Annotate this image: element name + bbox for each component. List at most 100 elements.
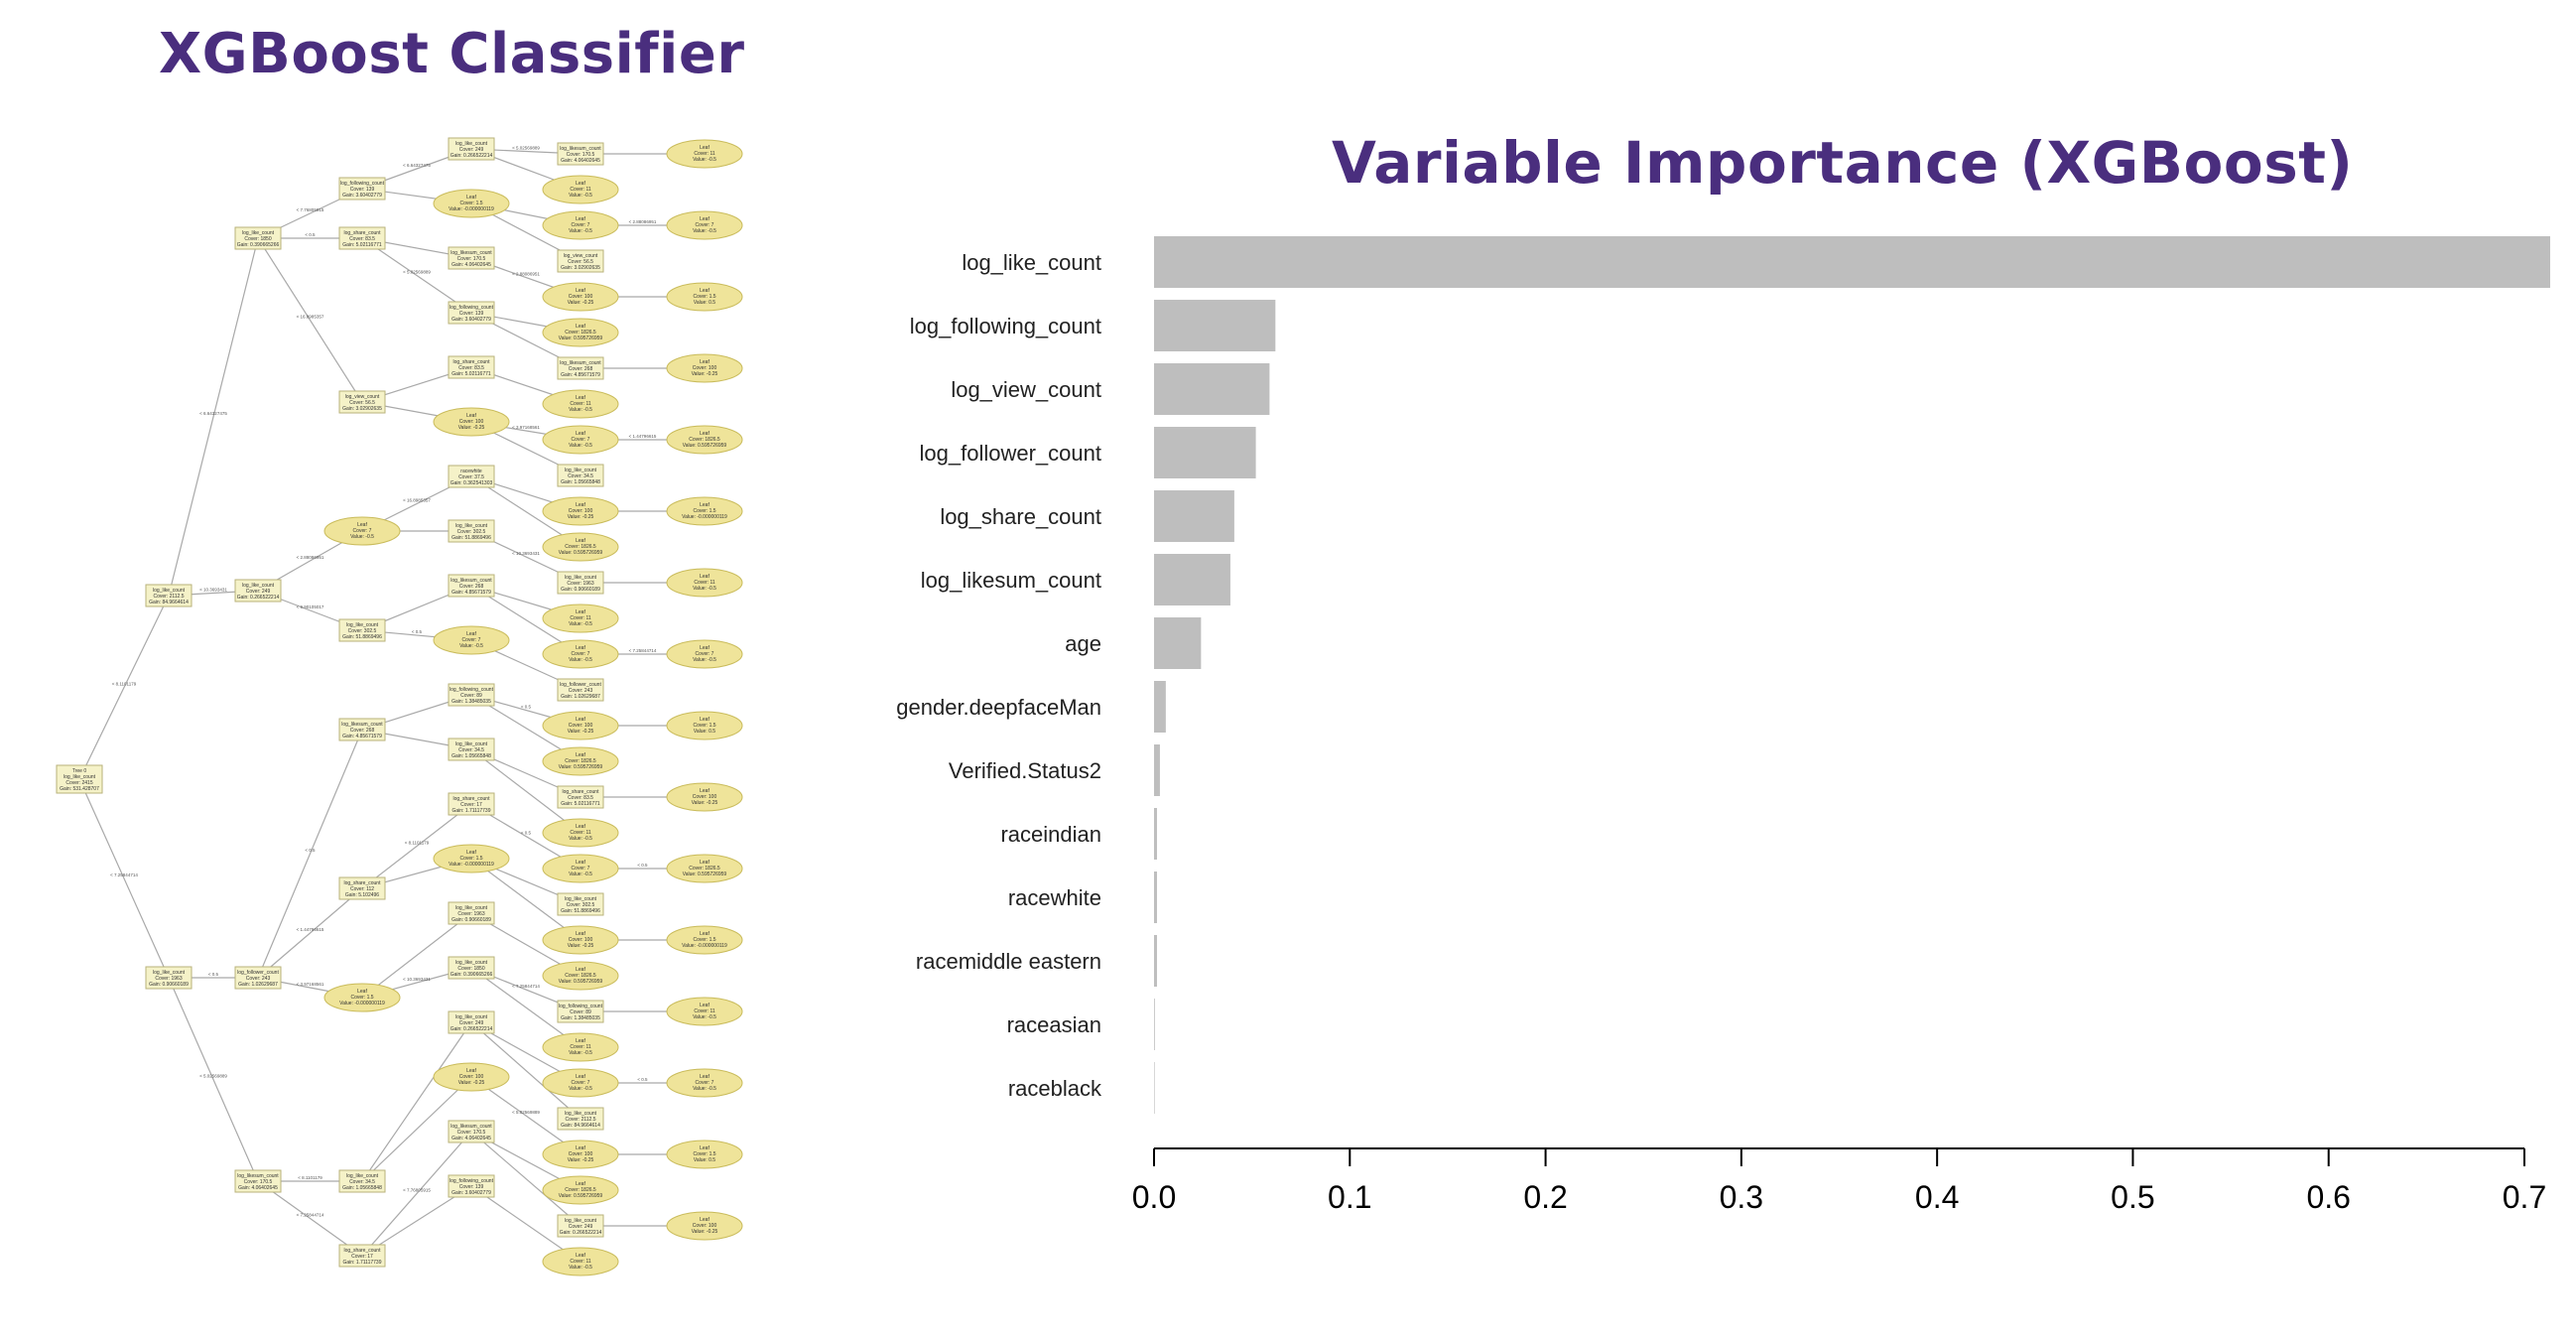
tree-edge bbox=[361, 1185, 472, 1257]
leaf-text: Value: -0.5 bbox=[569, 228, 592, 234]
tree-edge bbox=[257, 729, 363, 979]
leaf-text: Value: -0.5 bbox=[693, 1086, 716, 1092]
leaf-node bbox=[666, 1211, 743, 1241]
edge-label: < 16.8985357 bbox=[403, 498, 431, 503]
node-text: log_like_count bbox=[455, 523, 488, 529]
decision-node bbox=[448, 137, 495, 161]
node-text: Cover: 83.5 bbox=[568, 795, 593, 801]
leaf-text: Value: -0.5 bbox=[569, 657, 592, 663]
bar-label: log_following_count bbox=[910, 314, 1101, 338]
leaf-text: Value: 0.595726959 bbox=[683, 443, 727, 449]
leaf-text: Leaf bbox=[700, 288, 709, 294]
leaf-text: Value: -0.5 bbox=[569, 621, 592, 627]
bar-label: log_like_count bbox=[962, 250, 1101, 275]
leaf-text: Value: -0.25 bbox=[692, 800, 718, 806]
node-text: Cover: 1850 bbox=[457, 966, 484, 972]
edge-label: < 8.1101179 bbox=[298, 1175, 322, 1180]
node-text: Gain: 4.06402645 bbox=[238, 1185, 278, 1191]
leaf-node bbox=[542, 1032, 619, 1062]
decision-node bbox=[338, 226, 386, 250]
decision-node bbox=[557, 785, 604, 809]
node-text: Cover: 17 bbox=[351, 1254, 373, 1260]
leaf-node bbox=[542, 389, 619, 419]
tree-edge bbox=[168, 977, 259, 1182]
node-text: log_like_count bbox=[565, 575, 597, 581]
leaf-text: Cover: 1.5 bbox=[350, 995, 373, 1001]
decision-node bbox=[338, 618, 386, 642]
edge-label: < 0.5 bbox=[521, 705, 532, 710]
node-text: Gain: 3.60402779 bbox=[342, 193, 382, 199]
leaf-text: Cover: 11 bbox=[570, 401, 591, 407]
node-text: log_like_count bbox=[455, 1014, 488, 1020]
node-text: log_view_count bbox=[345, 394, 380, 400]
leaf-text: Value: -0.5 bbox=[569, 872, 592, 877]
leaf-text: Value: 0.595726959 bbox=[559, 336, 603, 341]
tree-edge bbox=[361, 1131, 472, 1257]
bar-label: log_view_count bbox=[951, 377, 1101, 402]
leaf-text: Value: -0.000000119 bbox=[449, 206, 494, 212]
bar-label: gender.deepfaceMan bbox=[896, 695, 1101, 720]
decision-node bbox=[557, 464, 604, 487]
leaf-node bbox=[542, 854, 619, 883]
decision-node bbox=[338, 718, 386, 741]
leaf-node bbox=[666, 210, 743, 240]
leaf-text: Value: -0.5 bbox=[693, 586, 716, 592]
leaf-text: Leaf bbox=[700, 502, 709, 508]
node-text: Cover: 268 bbox=[350, 728, 375, 734]
leaf-node bbox=[542, 175, 619, 204]
leaf-node bbox=[542, 1175, 619, 1205]
node-text: log_like_count bbox=[565, 1218, 597, 1224]
tree-edge bbox=[168, 237, 259, 597]
leaf-node bbox=[542, 711, 619, 740]
leaf-text: Cover: 100 bbox=[569, 723, 593, 729]
leaf-node bbox=[666, 568, 743, 598]
leaf-text: Cover: 11 bbox=[570, 1259, 591, 1265]
decision-node bbox=[557, 571, 604, 595]
edge-label: < 1.44796615 bbox=[629, 434, 657, 439]
tree-edge bbox=[78, 595, 170, 780]
leaf-text: Leaf bbox=[700, 1074, 709, 1080]
decision-node bbox=[448, 355, 495, 379]
leaf-text: Leaf bbox=[466, 195, 476, 201]
bar bbox=[1154, 808, 1157, 860]
edge-label: < 0.5 bbox=[521, 831, 532, 836]
node-text: log_share_count bbox=[344, 1248, 382, 1254]
tree-edge bbox=[78, 778, 170, 979]
leaf-text: Cover: 7 bbox=[462, 637, 481, 643]
leaf-text: Value: -0.25 bbox=[568, 1157, 594, 1163]
node-text: log_likesum_count bbox=[451, 578, 492, 584]
bar-label: log_likesum_count bbox=[921, 568, 1101, 593]
leaf-node bbox=[666, 639, 743, 669]
leaf-text: Value: -0.25 bbox=[568, 300, 594, 306]
edge-label: < 0.5 bbox=[637, 1077, 648, 1082]
leaf-text: Value: 0.595726959 bbox=[559, 550, 603, 556]
leaf-text: Leaf bbox=[576, 1038, 585, 1044]
edge-label: < 0.5 bbox=[637, 863, 648, 868]
bar bbox=[1154, 554, 1230, 605]
node-text: Cover: 37.5 bbox=[458, 474, 484, 480]
node-text: Cover: 249 bbox=[569, 1224, 593, 1230]
leaf-text: Value: -0.000000119 bbox=[339, 1001, 385, 1006]
leaf-node bbox=[542, 425, 619, 455]
leaf-text: Leaf bbox=[700, 788, 709, 794]
leaf-node bbox=[323, 983, 401, 1012]
node-text: Cover: 89 bbox=[570, 1009, 591, 1015]
node-text: Gain: 1.05665848 bbox=[342, 1185, 382, 1191]
node-text: log_like_count bbox=[455, 905, 488, 911]
tree-edge bbox=[361, 912, 472, 999]
node-text: Gain: 3.60402779 bbox=[451, 1190, 491, 1196]
decision-node bbox=[557, 1214, 604, 1238]
leaf-text: Leaf bbox=[576, 395, 585, 401]
bar bbox=[1154, 300, 1276, 351]
leaf-text: Leaf bbox=[700, 359, 709, 365]
edge-label: < 3.97168561 bbox=[297, 982, 324, 987]
node-text: Cover: 243 bbox=[569, 688, 593, 694]
node-text: Cover: 268 bbox=[569, 366, 593, 372]
node-text: Cover: 83.5 bbox=[349, 236, 375, 242]
node-text: Cover: 2112.5 bbox=[565, 1117, 595, 1123]
leaf-node bbox=[542, 746, 619, 776]
leaf-text: Cover: 100 bbox=[459, 419, 484, 425]
x-tick-label: 0.1 bbox=[1328, 1179, 1371, 1215]
bar-label: raceindian bbox=[1000, 822, 1101, 847]
decision-node bbox=[145, 966, 193, 990]
